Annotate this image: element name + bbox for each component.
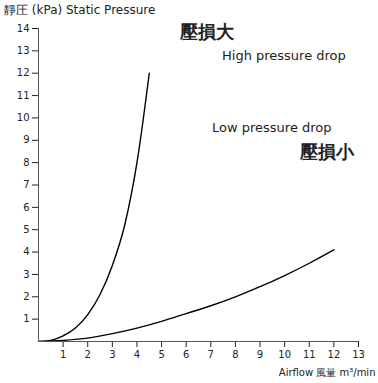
html-text:靜圧 (kPa) Static Pressure: 靜圧 (kPa) Static Pressure	[4, 3, 156, 17]
svg-text:14: 14	[17, 23, 30, 34]
svg-text:2: 2	[23, 291, 29, 302]
svg-text:12: 12	[17, 67, 30, 78]
svg-text:1: 1	[60, 349, 66, 360]
svg-text:10: 10	[17, 112, 30, 123]
svg-text:Airflow 風量 m³/min: Airflow 風量 m³/min	[279, 367, 376, 378]
svg-text:4: 4	[134, 349, 140, 360]
svg-text:7: 7	[23, 179, 29, 190]
svg-text:3: 3	[23, 269, 29, 280]
svg-text:11: 11	[17, 90, 30, 101]
html-text:High pressure drop: High pressure drop	[222, 48, 346, 63]
svg-text:3: 3	[109, 349, 115, 360]
html-text:壓損小: 壓損小	[300, 141, 354, 162]
svg-text:1: 1	[23, 313, 29, 324]
svg-text:4: 4	[23, 246, 29, 257]
svg-text:12: 12	[328, 349, 341, 360]
svg-text:13: 13	[17, 45, 30, 56]
svg-text:8: 8	[23, 157, 29, 168]
svg-text:9: 9	[257, 349, 263, 360]
svg-text:9: 9	[23, 134, 29, 145]
svg-text:8: 8	[232, 349, 238, 360]
svg-text:13: 13	[352, 349, 365, 360]
svg-text:11: 11	[303, 349, 316, 360]
svg-text:7: 7	[208, 349, 214, 360]
html-text:壓損大: 壓損大	[180, 21, 234, 42]
svg-text:6: 6	[183, 349, 189, 360]
svg-text:2: 2	[85, 349, 91, 360]
svg-text:5: 5	[23, 224, 29, 235]
svg-text:10: 10	[278, 349, 291, 360]
svg-text:6: 6	[23, 202, 29, 213]
html-text:Low pressure drop: Low pressure drop	[212, 120, 332, 135]
svg-text:5: 5	[158, 349, 164, 360]
